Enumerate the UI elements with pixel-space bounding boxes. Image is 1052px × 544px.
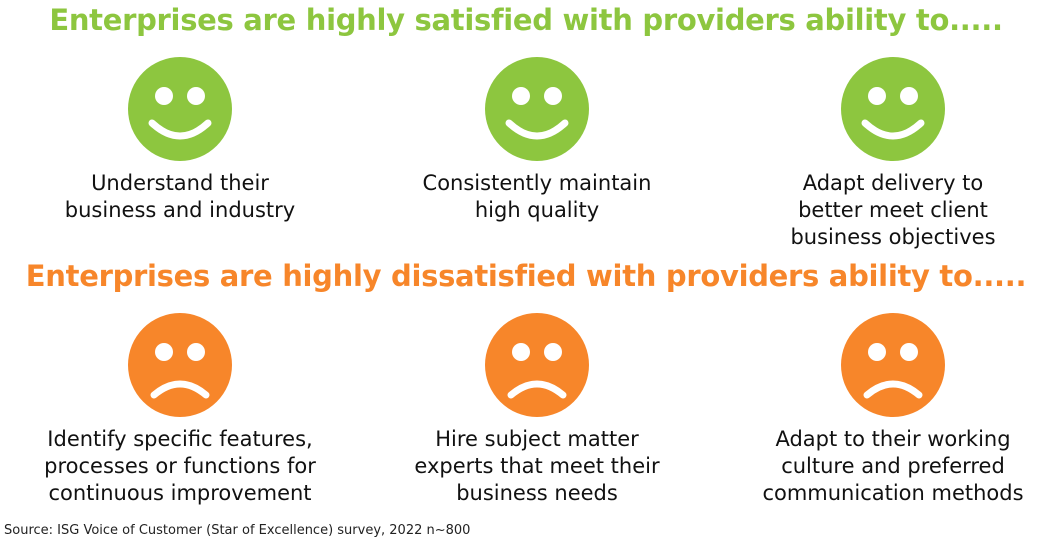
dissatisfied-heading: Enterprises are highly dissatisfied with… [25, 259, 1027, 293]
item: Understand their business and industry [15, 56, 345, 224]
source-note: Source: ISG Voice of Customer (Star of E… [4, 523, 471, 538]
item-label: Understand their business and industry [64, 171, 296, 222]
satisfied-heading: Enterprises are highly satisfied with pr… [49, 3, 1003, 37]
sad-face [485, 313, 589, 417]
item-label: Adapt to their working culture and prefe… [762, 427, 1024, 505]
item: Identify specific features, processes or… [15, 312, 345, 507]
item-label: Identify specific features, processes or… [44, 427, 316, 505]
item-label: Consistently maintain high quality [422, 171, 652, 222]
smiley-face [485, 57, 589, 161]
item: Consistently maintain high quality [372, 56, 702, 224]
item-label: Hire subject matter experts that meet th… [414, 427, 660, 505]
item: Adapt delivery to better meet client bus… [728, 56, 1052, 251]
smiley-face [841, 57, 945, 161]
item: Adapt to their working culture and prefe… [728, 312, 1052, 507]
smiley-face [128, 57, 232, 161]
sad-face [128, 313, 232, 417]
sad-face [841, 313, 945, 417]
item: Hire subject matter experts that meet th… [372, 312, 702, 507]
item-label: Adapt delivery to better meet client bus… [790, 171, 996, 249]
